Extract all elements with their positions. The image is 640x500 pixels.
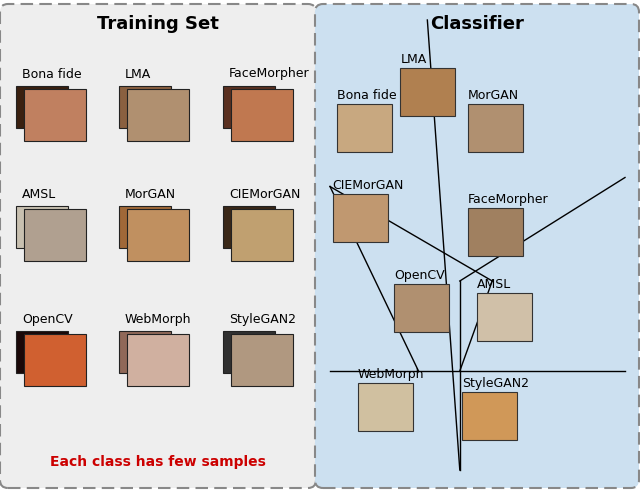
FancyBboxPatch shape	[119, 331, 171, 373]
FancyBboxPatch shape	[16, 206, 68, 248]
FancyBboxPatch shape	[468, 208, 524, 256]
Text: MorGAN: MorGAN	[468, 89, 519, 102]
Text: MorGAN: MorGAN	[125, 188, 176, 200]
Text: FaceMorpher: FaceMorpher	[229, 68, 310, 80]
FancyBboxPatch shape	[333, 194, 387, 242]
FancyBboxPatch shape	[337, 104, 392, 152]
FancyBboxPatch shape	[468, 104, 524, 152]
FancyBboxPatch shape	[231, 209, 293, 261]
Text: StyleGAN2: StyleGAN2	[229, 312, 296, 326]
FancyBboxPatch shape	[127, 89, 189, 141]
FancyBboxPatch shape	[231, 89, 293, 141]
Text: OpenCV: OpenCV	[22, 312, 72, 326]
Text: OpenCV: OpenCV	[394, 269, 445, 282]
FancyBboxPatch shape	[24, 334, 86, 386]
Text: Bona fide: Bona fide	[337, 89, 397, 102]
FancyBboxPatch shape	[119, 86, 171, 128]
Text: WebMorph: WebMorph	[358, 368, 424, 381]
FancyBboxPatch shape	[24, 209, 86, 261]
FancyBboxPatch shape	[0, 4, 316, 488]
FancyBboxPatch shape	[401, 68, 455, 116]
FancyBboxPatch shape	[223, 331, 275, 373]
FancyBboxPatch shape	[231, 334, 293, 386]
FancyBboxPatch shape	[462, 392, 517, 440]
Text: AMSL: AMSL	[477, 278, 511, 291]
Text: Bona fide: Bona fide	[22, 68, 82, 80]
FancyBboxPatch shape	[223, 86, 275, 128]
Text: WebMorph: WebMorph	[125, 312, 191, 326]
Text: CIEMorGAN: CIEMorGAN	[333, 179, 404, 192]
FancyBboxPatch shape	[315, 4, 639, 488]
Text: Classifier: Classifier	[430, 15, 524, 33]
FancyBboxPatch shape	[127, 334, 189, 386]
Text: Training Set: Training Set	[97, 15, 219, 33]
FancyBboxPatch shape	[223, 206, 275, 248]
Text: CIEMorGAN: CIEMorGAN	[229, 188, 300, 200]
Text: LMA: LMA	[125, 68, 151, 80]
FancyBboxPatch shape	[127, 209, 189, 261]
FancyBboxPatch shape	[358, 383, 413, 431]
Text: Each class has few samples: Each class has few samples	[50, 455, 266, 469]
FancyBboxPatch shape	[16, 86, 68, 128]
Text: StyleGAN2: StyleGAN2	[462, 377, 529, 390]
FancyBboxPatch shape	[477, 293, 532, 341]
Text: AMSL: AMSL	[22, 188, 56, 200]
FancyBboxPatch shape	[16, 331, 68, 373]
FancyBboxPatch shape	[394, 284, 449, 332]
Text: FaceMorpher: FaceMorpher	[468, 192, 549, 205]
FancyBboxPatch shape	[119, 206, 171, 248]
FancyBboxPatch shape	[24, 89, 86, 141]
Text: LMA: LMA	[401, 53, 427, 66]
